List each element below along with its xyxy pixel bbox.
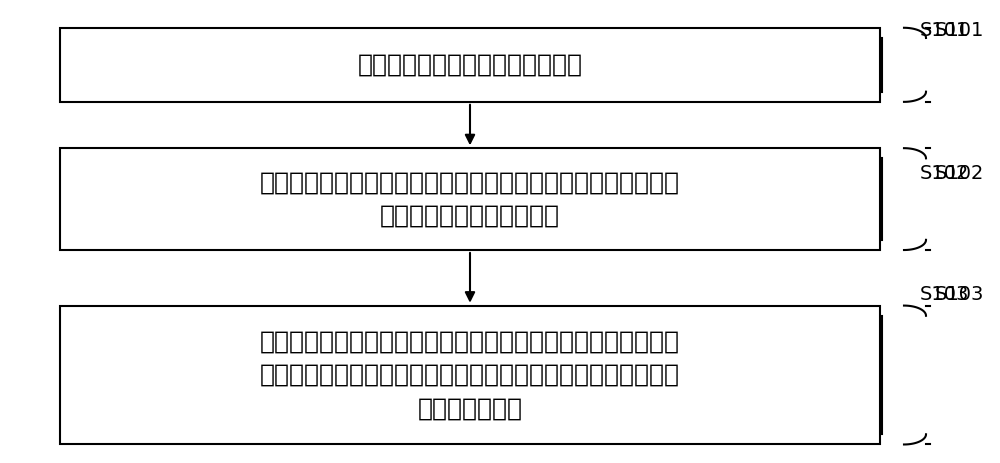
Text: 在所述存储器空闲的情况下，根据所述第二时间对所述存储器中
的预设数量的行进行刷新，其中，所述预设数量的行是根据所述
拆分规则确定的: 在所述存储器空闲的情况下，根据所述第二时间对所述存储器中 的预设数量的行进行刷新…: [260, 330, 680, 420]
Text: S103: S103: [935, 284, 984, 304]
Text: S102: S102: [935, 164, 984, 183]
Text: S101: S101: [935, 20, 984, 40]
FancyBboxPatch shape: [60, 148, 880, 250]
Text: 获取对存储器进行刷新的第一时间: 获取对存储器进行刷新的第一时间: [358, 53, 582, 77]
Text: S103: S103: [920, 284, 969, 304]
FancyBboxPatch shape: [60, 28, 880, 102]
Text: 根据预先设置的拆分规则，对所述第一时间进行拆分，确定与所
述拆分数量对应的第二时间: 根据预先设置的拆分规则，对所述第一时间进行拆分，确定与所 述拆分数量对应的第二时…: [260, 170, 680, 228]
Text: S102: S102: [920, 164, 969, 183]
FancyBboxPatch shape: [60, 306, 880, 444]
Text: S101: S101: [920, 20, 969, 40]
